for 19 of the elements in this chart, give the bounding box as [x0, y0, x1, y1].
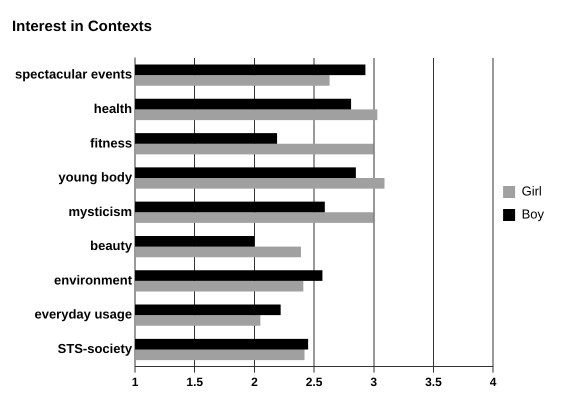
x-tick-label: 3.5: [425, 375, 442, 390]
legend-label: Boy: [522, 206, 544, 222]
y-tick-label: beauty: [90, 238, 133, 254]
y-tick-label: STS-society: [58, 341, 133, 356]
y-tick-label: health: [94, 101, 132, 116]
x-tick-label: 1.5: [186, 375, 204, 390]
y-tick-label: environment: [54, 272, 133, 288]
x-tick-label: 3: [370, 375, 378, 390]
x-tick-label: 4: [490, 375, 497, 390]
y-tick-label: everyday usage: [34, 306, 132, 322]
x-tick-label: 2.5: [306, 375, 323, 390]
y-tick-label: mysticism: [68, 204, 132, 219]
y-tick-label: spectacular events: [14, 66, 132, 82]
legend-label: Girl: [522, 184, 542, 199]
x-tick-label: 2: [251, 375, 258, 390]
chart-title: Interest in Contexts: [12, 18, 152, 36]
x-tick-label: 1: [132, 375, 139, 390]
y-tick-label: young body: [58, 170, 133, 185]
y-tick-label: fitness: [90, 135, 132, 150]
